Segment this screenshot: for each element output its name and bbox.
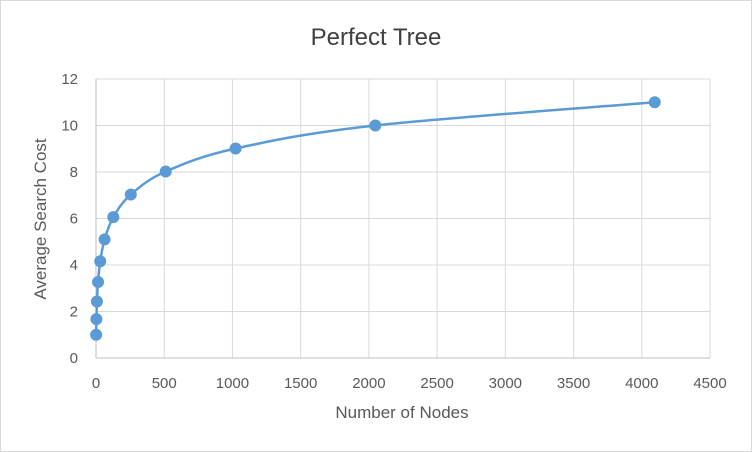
gridlines [96,78,711,358]
data-point [159,165,172,178]
x-tick-label: 500 [152,375,177,392]
y-tick-label: 6 [70,211,78,228]
y-tick-label: 2 [70,304,78,321]
data-point [369,119,382,132]
x-tick-label: 2000 [352,375,385,392]
y-tick-label: 0 [70,350,78,367]
data-point [90,328,103,341]
data-point [94,255,107,268]
x-tick-label: 0 [92,375,100,392]
x-tick-label: 1500 [284,375,317,392]
y-tick-label: 4 [70,257,78,274]
y-tick-label: 8 [70,164,78,181]
y-tick-label: 12 [61,71,78,88]
data-point [229,142,242,155]
data-point [648,96,661,109]
x-tick-label: 3000 [489,375,522,392]
x-tick-label: 2500 [420,375,453,392]
data-points [90,96,661,341]
tick-labels: 0 2 4 6 8 10 12 0 500 1000 1500 2000 2500 3000 3500 400… [61,71,726,392]
x-axis-title: Number of Nodes [335,403,468,422]
data-point [98,233,111,246]
data-point [90,295,103,308]
x-tick-label: 4500 [693,375,726,392]
x-tick-label: 4000 [625,375,658,392]
data-point [124,188,137,201]
x-tick-label: 1000 [216,375,249,392]
y-tick-label: 10 [61,118,78,135]
data-point [107,211,120,224]
x-tick-label: 3500 [557,375,590,392]
y-axis-title: Average Search Cost [31,138,50,300]
chart-title: Perfect Tree [311,24,442,51]
data-point [90,313,103,326]
data-point [92,275,105,288]
